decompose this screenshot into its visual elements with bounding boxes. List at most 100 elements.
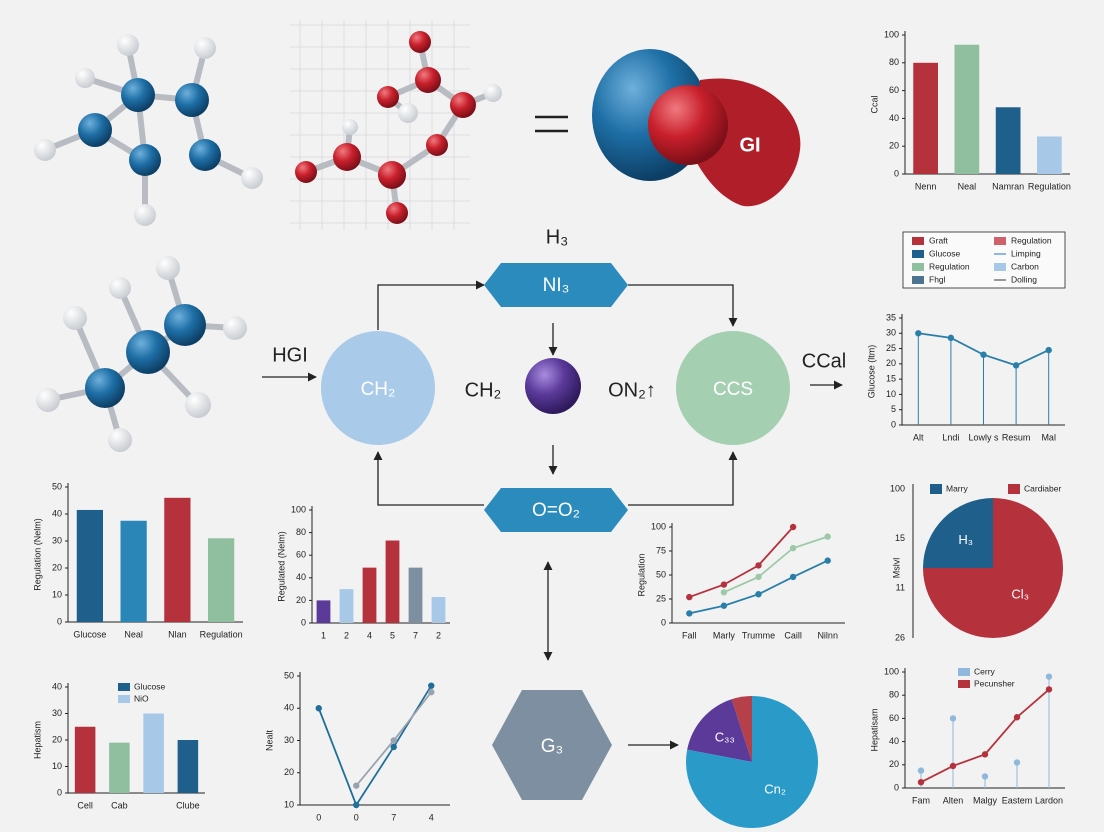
side-label: 100 — [890, 483, 905, 493]
point — [720, 602, 728, 609]
legend-swatch — [1008, 484, 1020, 494]
atom — [117, 34, 139, 56]
point — [390, 743, 397, 751]
series-line — [920, 688, 1050, 784]
x-tick-label: Regulation — [200, 629, 243, 639]
y-axis-label: Mslvl — [891, 558, 901, 579]
x-tick-label: Alten — [943, 795, 964, 805]
y-tick-label: 10 — [886, 389, 896, 399]
y-tick-label: 20 — [296, 595, 306, 605]
legend-label: Pecunsher — [974, 678, 1015, 688]
y-tick-label: 0 — [57, 787, 62, 797]
atom — [377, 86, 399, 108]
y-tick-label: 10 — [52, 589, 62, 599]
atom — [223, 316, 247, 340]
atom — [78, 113, 112, 147]
point — [686, 593, 693, 601]
x-tick-label: Namran — [992, 181, 1024, 191]
y-tick-label: 60 — [889, 85, 899, 95]
point — [720, 589, 728, 596]
y-tick-label: 50 — [656, 569, 666, 579]
point — [789, 544, 797, 552]
y-tick-label: 0 — [57, 616, 62, 626]
point — [755, 591, 762, 598]
bar — [339, 589, 354, 623]
center-left-label: CH₂ — [465, 379, 502, 401]
atom — [36, 388, 60, 412]
point — [981, 773, 989, 780]
legend-swatch — [118, 683, 130, 691]
x-tick-label: 2 — [344, 630, 349, 640]
bar — [143, 713, 164, 793]
side-label: 26 — [895, 632, 905, 642]
point — [981, 751, 989, 758]
legend-swatch — [994, 263, 1006, 271]
y-tick-label: 100 — [291, 504, 306, 514]
x-tick-label: Lardon — [1035, 795, 1063, 805]
point — [1012, 362, 1020, 369]
y-tick-label: 20 — [284, 767, 294, 777]
point — [686, 610, 693, 617]
bar — [431, 597, 446, 623]
point — [789, 573, 797, 581]
atom — [134, 204, 156, 226]
y-tick-label: 50 — [52, 481, 62, 491]
x-tick-label: 0 — [354, 812, 359, 822]
node-right — [676, 331, 790, 445]
point — [980, 351, 987, 358]
series-line — [723, 535, 828, 594]
y-tick-label: 20 — [52, 562, 62, 572]
output-label: CCal — [802, 350, 846, 372]
legend-swatch — [912, 263, 924, 271]
atom — [129, 144, 161, 176]
y-tick-label: 0 — [661, 617, 666, 627]
x-tick-label: Caill — [784, 630, 802, 640]
pie-slice — [686, 696, 818, 828]
y-tick-label: 40 — [52, 681, 62, 691]
atom — [156, 256, 180, 280]
y-tick-label: 40 — [889, 736, 899, 746]
x-tick-label: Lndi — [942, 432, 959, 442]
y-axis-label: Ccal — [869, 95, 879, 113]
connector — [628, 284, 738, 327]
node-right-label: CCS — [713, 379, 753, 400]
y-tick-label: 30 — [284, 735, 294, 745]
bar — [109, 742, 130, 793]
bar — [76, 509, 103, 622]
x-tick-label: 1 — [321, 630, 326, 640]
top-formula: H₃ — [546, 226, 569, 248]
x-tick-label: 4 — [429, 812, 434, 822]
atom — [484, 84, 502, 102]
point — [1045, 673, 1053, 680]
x-tick-label: Nenn — [915, 181, 937, 191]
legend-label: Marry — [946, 483, 968, 493]
point — [947, 334, 955, 342]
atom — [185, 392, 211, 418]
legend-swatch — [994, 237, 1006, 245]
y-tick-label: 40 — [889, 113, 899, 123]
atom — [63, 306, 87, 330]
y-tick-label: 80 — [296, 527, 306, 537]
y-tick-label: 10 — [284, 799, 294, 809]
legend-label: Fhgl — [929, 274, 946, 284]
atom — [295, 161, 317, 183]
bar — [74, 726, 96, 793]
x-tick-label: Fam — [912, 795, 930, 805]
y-tick-label: 100 — [884, 29, 899, 39]
pie-slice — [731, 696, 752, 762]
input-label: HGI — [272, 344, 308, 366]
x-tick-label: Neal — [124, 629, 143, 639]
atom — [175, 83, 209, 117]
x-tick-label: Glucose — [73, 629, 106, 639]
x-tick-label: Resum — [1002, 432, 1031, 442]
y-tick-label: 75 — [656, 545, 666, 555]
y-tick-label: 50 — [284, 670, 294, 680]
point — [755, 562, 762, 569]
point — [949, 715, 957, 722]
slice-label: Cl₃ — [1011, 587, 1029, 602]
legend-label: NiO — [134, 693, 149, 703]
y-axis-label: Glucose (ltm) — [866, 345, 876, 399]
x-tick-label: Clube — [176, 800, 200, 810]
